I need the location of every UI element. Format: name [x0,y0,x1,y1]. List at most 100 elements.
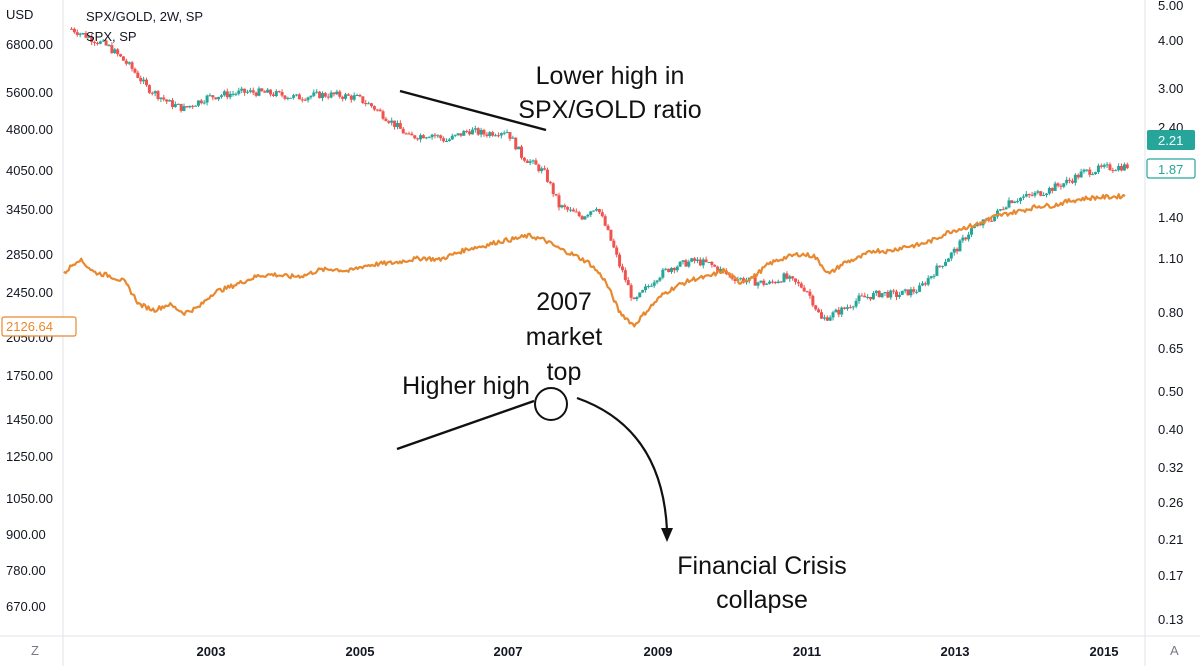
candle-body [944,261,948,266]
candle-body [419,135,423,140]
candle-body [439,135,443,139]
candle-body [381,111,385,119]
candle-body [70,28,73,30]
right-tick: 0.40 [1158,422,1183,437]
candle-body [98,41,102,44]
candle-body [863,295,867,298]
legend-series-1[interactable]: SPX/GOLD, 2W, SP [86,9,203,24]
candle-body [681,260,685,262]
candle-body [196,100,200,106]
candle-body [525,160,529,163]
candle-body [116,49,120,55]
candle-body [372,106,376,110]
candle-body [883,292,887,294]
candle-body [208,95,212,97]
candle-body [964,237,968,240]
candle-body [595,209,598,211]
annotation-market-top-line-1: 2007 [536,288,592,316]
candle-body [442,138,446,142]
candle-body [1073,174,1077,183]
candle-body [886,292,890,298]
candle-body [263,91,267,93]
spx-line-series [63,193,1126,328]
candle-body [384,118,388,122]
candle-body [603,216,607,226]
left-tick: 6800.00 [6,37,53,52]
candle-body [571,209,575,212]
candle-body [652,282,656,286]
candle-body [903,289,907,291]
candle-body [895,291,898,297]
candle-body [410,133,414,136]
candle-body [199,100,203,104]
candle-body [297,94,301,100]
candle-body [687,261,691,267]
candle-body [920,283,924,286]
left-tick: 5600.00 [6,85,53,100]
candle-body [1010,200,1014,204]
collapse-arrow-head [661,528,673,542]
candle-body [918,285,922,292]
candle-body [176,103,180,105]
candle-body [946,258,950,262]
candle-body [416,138,420,140]
candle-body [1125,164,1129,169]
candle-body [871,293,875,300]
candle-body [528,161,532,163]
candle-body [577,212,581,217]
ratio-close-badge: 2.21 [1147,130,1195,150]
candle-body [93,42,97,44]
candle-body [811,295,815,306]
candle-body [240,88,244,91]
annotation-lower-high-line-2: SPX/GOLD ratio [518,96,701,124]
candle-body [791,276,795,279]
x-tick: 2007 [494,644,523,659]
time-axis[interactable]: 2003 2005 2007 2009 2011 2013 2015 [197,644,1119,659]
candle-body [609,229,613,241]
candle-body [191,105,195,107]
left-tick: 4800.00 [6,122,53,137]
candle-body [243,88,247,93]
market-top-circle [534,387,568,421]
left-tick: 2850.00 [6,247,53,262]
right-price-axis[interactable]: 5.00 4.00 3.00 2.40 1.40 1.10 0.80 0.65 … [1158,0,1183,627]
auto-scale-right-button[interactable]: A [1170,643,1179,658]
candle-body [355,95,359,97]
candle-body [739,278,743,280]
candle-body [840,307,844,315]
candle-body [612,240,616,248]
candle-body [78,33,82,35]
candle-body [338,91,342,97]
right-tick: 0.21 [1158,532,1183,547]
candle-body [1053,183,1057,191]
left-tick: 1750.00 [6,368,53,383]
candle-body [87,36,91,38]
legend-series-2[interactable]: SPX, SP [86,29,137,44]
candle-body [759,280,763,283]
x-tick: 2015 [1090,644,1119,659]
candle-body [318,91,322,99]
candle-body [104,40,108,46]
candle-body [479,129,483,135]
spx-badge-value: 2126.64 [6,319,53,334]
candle-body [995,210,999,217]
candle-body [773,281,777,284]
candle-body [638,292,642,298]
candle-body [427,137,431,139]
auto-scale-left-button[interactable]: Z [31,643,39,658]
candle-body [237,90,241,94]
left-price-axis[interactable]: USD 6800.00 5600.00 4800.00 4050.00 3450… [6,7,53,614]
right-tick: 0.17 [1158,568,1183,583]
left-tick: 2450.00 [6,285,53,300]
candle-body [352,95,356,100]
candle-body [851,306,855,308]
ratio-close-badge-bg [1147,130,1195,150]
candle-body [655,280,659,283]
right-tick: 1.10 [1158,251,1183,266]
candle-body [843,307,847,309]
candle-body [551,183,555,194]
candle-body [566,207,570,210]
candle-body [1062,183,1066,187]
candle-body [814,305,818,310]
